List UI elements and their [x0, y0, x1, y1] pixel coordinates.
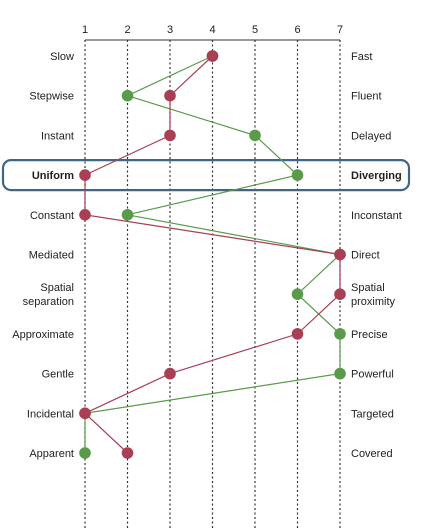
- row-label-right-5: Direct: [351, 250, 380, 262]
- row-label-left-1: Stepwise: [29, 91, 74, 103]
- series-1-point-2: [164, 129, 176, 142]
- row-label-left-6: Spatial separation: [23, 282, 74, 308]
- series-1: [79, 50, 346, 459]
- x-tick-label-2: 2: [124, 24, 130, 36]
- series-0-point-1: [121, 89, 134, 102]
- x-tick-label-5: 5: [252, 24, 258, 36]
- row-label-right-3: Diverging: [351, 170, 402, 182]
- series-0-point-4: [121, 209, 134, 221]
- x-tick-label-4: 4: [209, 24, 215, 36]
- row-label-left-5: Mediated: [29, 250, 74, 262]
- series-0-line: [84, 55, 342, 453]
- series-1-point-1: [164, 89, 176, 102]
- row-label-right-8: Powerful: [351, 369, 394, 381]
- series-1-point-9: [79, 407, 91, 420]
- series-0-point-2: [249, 129, 261, 142]
- x-tick-label-6: 6: [294, 24, 300, 36]
- series-1-point-0: [206, 50, 219, 62]
- x-tick-label-7: 7: [337, 24, 343, 36]
- row-label-right-7: Precise: [351, 329, 388, 341]
- series-1-point-3: [79, 169, 91, 181]
- series-0-point-7: [334, 328, 346, 340]
- series-1-point-5: [334, 248, 346, 261]
- row-label-left-4: Constant: [30, 210, 74, 222]
- series-1-point-10: [121, 447, 134, 459]
- row-label-left-2: Instant: [41, 130, 74, 142]
- row-label-left-7: Approximate: [12, 329, 74, 341]
- series-0-point-8: [334, 367, 346, 380]
- row-label-right-6: Spatial proximity: [351, 282, 396, 308]
- x-tick-label-1: 1: [82, 24, 88, 36]
- row-label-left-10: Apparent: [29, 448, 74, 460]
- series-0-point-6: [291, 288, 304, 301]
- row-label-right-10: Covered: [351, 448, 393, 460]
- row-label-left-8: Gentle: [42, 369, 74, 381]
- highlight-box: [1, 159, 411, 192]
- series-1-point-8: [164, 367, 176, 380]
- row-label-left-0: Slow: [50, 51, 74, 63]
- series: [79, 50, 346, 459]
- row-label-right-4: Inconstant: [351, 210, 402, 222]
- row-label-right-0: Fast: [351, 51, 372, 63]
- row-label-right-1: Fluent: [351, 91, 382, 103]
- series-1-point-7: [291, 328, 304, 340]
- highlight-box-row-3: [1, 159, 411, 192]
- row-label-left-3: Uniform: [32, 170, 74, 182]
- series-0-point-3: [291, 169, 304, 181]
- x-tick-labels: 1 2 3 4 5 6 7: [82, 24, 343, 36]
- row-labels: Slow Fast Stepwise Fluent Instant Delayed Unif…: [12, 51, 402, 460]
- row-label-left-9: Incidental: [27, 408, 74, 420]
- series-1-point-6: [334, 288, 346, 301]
- series-1-point-4: [79, 209, 91, 221]
- row-label-right-9: Targeted: [351, 408, 394, 420]
- row-label-right-2: Delayed: [351, 130, 391, 142]
- x-tick-label-3: 3: [167, 24, 173, 36]
- series-0-point-10: [79, 447, 91, 459]
